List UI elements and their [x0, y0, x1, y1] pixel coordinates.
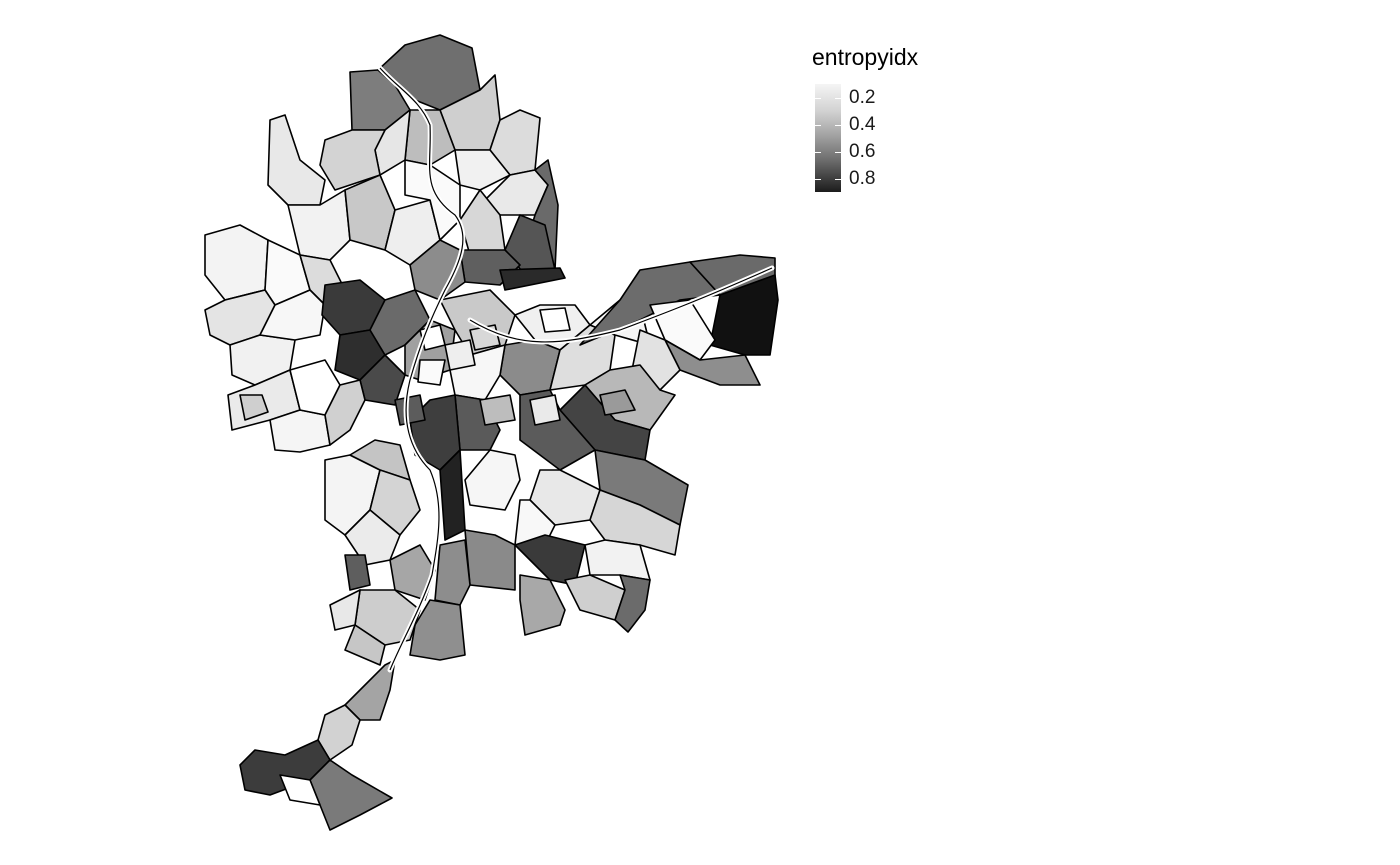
map-region	[349, 439, 411, 481]
map-region	[454, 149, 511, 191]
map-region	[344, 624, 386, 666]
legend-colorbar: 0.2 0.4 0.6 0.8	[812, 84, 918, 196]
legend-tick-label: 0.2	[849, 87, 876, 108]
map-region	[239, 394, 269, 421]
map-region	[204, 224, 269, 301]
map-region	[614, 574, 651, 633]
map-region	[344, 659, 396, 721]
map-region	[309, 759, 393, 831]
map-region	[434, 539, 471, 606]
map-region	[539, 307, 571, 333]
map-region	[344, 554, 371, 591]
legend-title: entropyidx	[812, 44, 919, 70]
map-region	[404, 159, 461, 241]
map-region	[319, 129, 386, 191]
legend-tick-label: 0.4	[849, 114, 876, 135]
map-region	[417, 359, 446, 386]
map-region	[259, 289, 326, 341]
map-region	[649, 299, 716, 361]
map-region	[479, 394, 516, 426]
legend: entropyidx 0.2 0.4 0.6 0.8	[812, 42, 918, 196]
map-region	[499, 267, 566, 291]
map-region	[529, 394, 561, 426]
map-region	[514, 534, 586, 586]
map-region	[564, 574, 626, 621]
map-region	[329, 589, 361, 631]
map-region	[279, 774, 321, 806]
legend-tick-label: 0.6	[849, 141, 876, 162]
map-region	[369, 469, 421, 536]
map-region	[394, 394, 426, 426]
map-region	[409, 239, 466, 301]
map-region	[444, 339, 476, 371]
legend-gradient	[815, 84, 841, 192]
map-region	[269, 409, 331, 453]
map-region	[599, 389, 636, 416]
map-region	[584, 539, 651, 581]
map-region	[464, 529, 516, 591]
map-region	[589, 489, 681, 556]
map-region	[464, 449, 521, 511]
map-region	[514, 499, 556, 546]
map-region	[324, 379, 366, 446]
map-region	[519, 574, 566, 636]
legend-tick-label: 0.8	[849, 168, 876, 189]
map-region	[267, 114, 326, 206]
